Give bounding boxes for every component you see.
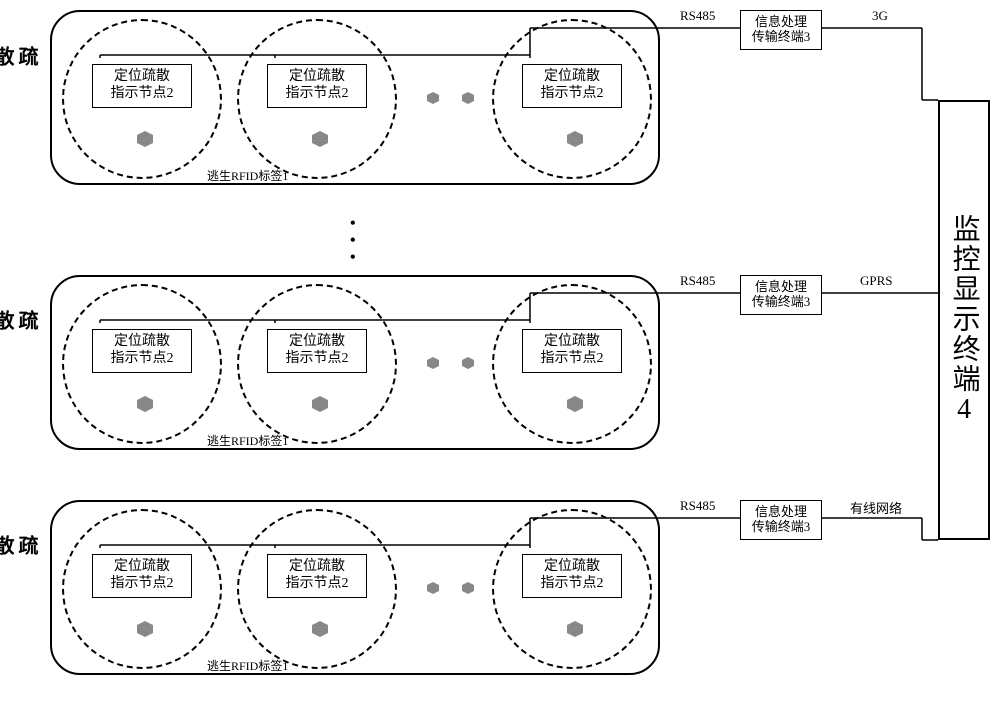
- info-terminal-n: 信息处理传输终端3: [740, 10, 822, 50]
- zone-n-label: 疏散区域N: [10, 45, 38, 67]
- ellipsis-dot: [462, 92, 474, 104]
- positioning-node-box: 定位疏散指示节点2: [92, 329, 192, 373]
- net-label-1: 有线网络: [850, 498, 902, 517]
- zone-2-node-2: 定位疏散指示节点2: [237, 284, 397, 444]
- zone-n-node-1: 定位疏散指示节点2: [62, 19, 222, 179]
- net-label-n: 3G: [872, 8, 888, 24]
- positioning-node-box: 定位疏散指示节点2: [522, 64, 622, 108]
- zone-1-node-1: 定位疏散指示节点2: [62, 509, 222, 669]
- zone-1-box: 定位疏散指示节点2 定位疏散指示节点2 定位疏散指示节点2 逃生RFID标签1: [50, 500, 660, 675]
- ellipsis-dot: [427, 92, 439, 104]
- zone-n-node-3: 定位疏散指示节点2: [492, 19, 652, 179]
- positioning-node-box: 定位疏散指示节点2: [267, 554, 367, 598]
- rfid-label: 逃生RFID标签1: [207, 657, 288, 674]
- ellipsis-dot: [462, 582, 474, 594]
- positioning-node-box: 定位疏散指示节点2: [267, 64, 367, 108]
- positioning-node-box: 定位疏散指示节点2: [267, 329, 367, 373]
- bus-label-n: RS485: [680, 8, 715, 24]
- bus-label-2: RS485: [680, 273, 715, 289]
- info-terminal-1: 信息处理传输终端3: [740, 500, 822, 540]
- info-terminal-2: 信息处理传输终端3: [740, 275, 822, 315]
- vertical-ellipsis: •: [350, 232, 360, 250]
- diagram-root: 疏散区域N 定位疏散指示节点2 定位疏散指示节点2 定位疏散指示节点2 逃生RF…: [10, 10, 990, 684]
- zone-2-box: 定位疏散指示节点2 定位疏散指示节点2 定位疏散指示节点2 逃生RFID标签1: [50, 275, 660, 450]
- zone-n-box: 定位疏散指示节点2 定位疏散指示节点2 定位疏散指示节点2 逃生RFID标签1: [50, 10, 660, 185]
- positioning-node-box: 定位疏散指示节点2: [92, 554, 192, 598]
- zone-1-label: 疏散区域一: [10, 535, 38, 555]
- zone-2-node-1: 定位疏散指示节点2: [62, 284, 222, 444]
- positioning-node-box: 定位疏散指示节点2: [92, 64, 192, 108]
- positioning-node-box: 定位疏散指示节点2: [522, 329, 622, 373]
- ellipsis-dot: [462, 357, 474, 369]
- vertical-ellipsis: •: [350, 249, 360, 267]
- zone-n-node-2: 定位疏散指示节点2: [237, 19, 397, 179]
- positioning-node-box: 定位疏散指示节点2: [522, 554, 622, 598]
- monitor-terminal-label: 监控显示终端4: [944, 214, 983, 427]
- zone-1-node-2: 定位疏散指示节点2: [237, 509, 397, 669]
- net-label-2: GPRS: [860, 273, 893, 289]
- ellipsis-dot: [427, 582, 439, 594]
- rfid-label: 逃生RFID标签1: [207, 432, 288, 449]
- ellipsis-dot: [427, 357, 439, 369]
- zone-2-label: 疏散区域二: [10, 310, 38, 330]
- bus-label-1: RS485: [680, 498, 715, 514]
- zone-2-node-3: 定位疏散指示节点2: [492, 284, 652, 444]
- monitor-terminal-box: 监控显示终端4: [938, 100, 990, 540]
- rfid-label: 逃生RFID标签1: [207, 167, 288, 184]
- zone-1-node-3: 定位疏散指示节点2: [492, 509, 652, 669]
- vertical-ellipsis: •: [350, 215, 360, 233]
